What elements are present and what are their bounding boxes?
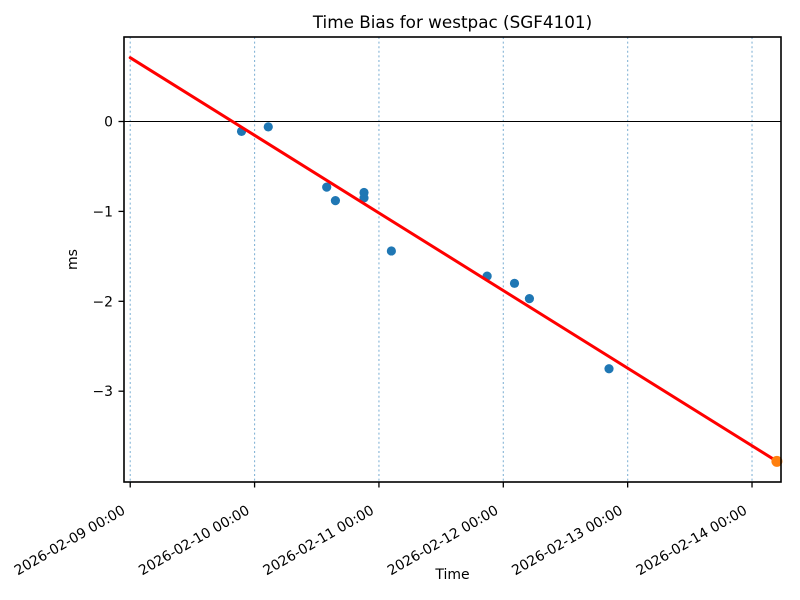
- data-point: [263, 122, 273, 132]
- y-axis-label: ms: [65, 249, 81, 270]
- y-tick-label: −2: [93, 294, 113, 310]
- data-point: [359, 193, 369, 203]
- x-tick-label: 2026-02-09 00:00: [12, 503, 128, 579]
- trend-line: [128, 56, 779, 463]
- latest-data-point: [771, 455, 783, 467]
- grid-layer: [129, 37, 753, 482]
- plot-border: [123, 36, 782, 483]
- data-point: [509, 278, 520, 288]
- y-tick-label: −3: [93, 384, 113, 400]
- x-tick-label: 2026-02-11 00:00: [261, 503, 377, 579]
- data-layer: [128, 56, 783, 467]
- data-point: [604, 364, 614, 374]
- y-tick-label: −1: [93, 204, 113, 220]
- x-tick-label: 2026-02-10 00:00: [136, 503, 252, 579]
- tick-layer: 2026-02-09 00:00 2026-02-10 00:00 2026-02-…: [12, 115, 753, 579]
- data-point: [322, 182, 332, 192]
- x-tick-label: 2026-02-14 00:00: [634, 503, 750, 579]
- data-point: [524, 294, 535, 304]
- chart-title: Time Bias for westpac (SGF4101): [312, 12, 592, 32]
- x-axis-label: Time: [434, 567, 469, 583]
- data-point: [386, 246, 396, 256]
- x-tick-label: 2026-02-13 00:00: [509, 503, 625, 579]
- data-point: [330, 196, 341, 206]
- y-tick-label: 0: [104, 115, 113, 131]
